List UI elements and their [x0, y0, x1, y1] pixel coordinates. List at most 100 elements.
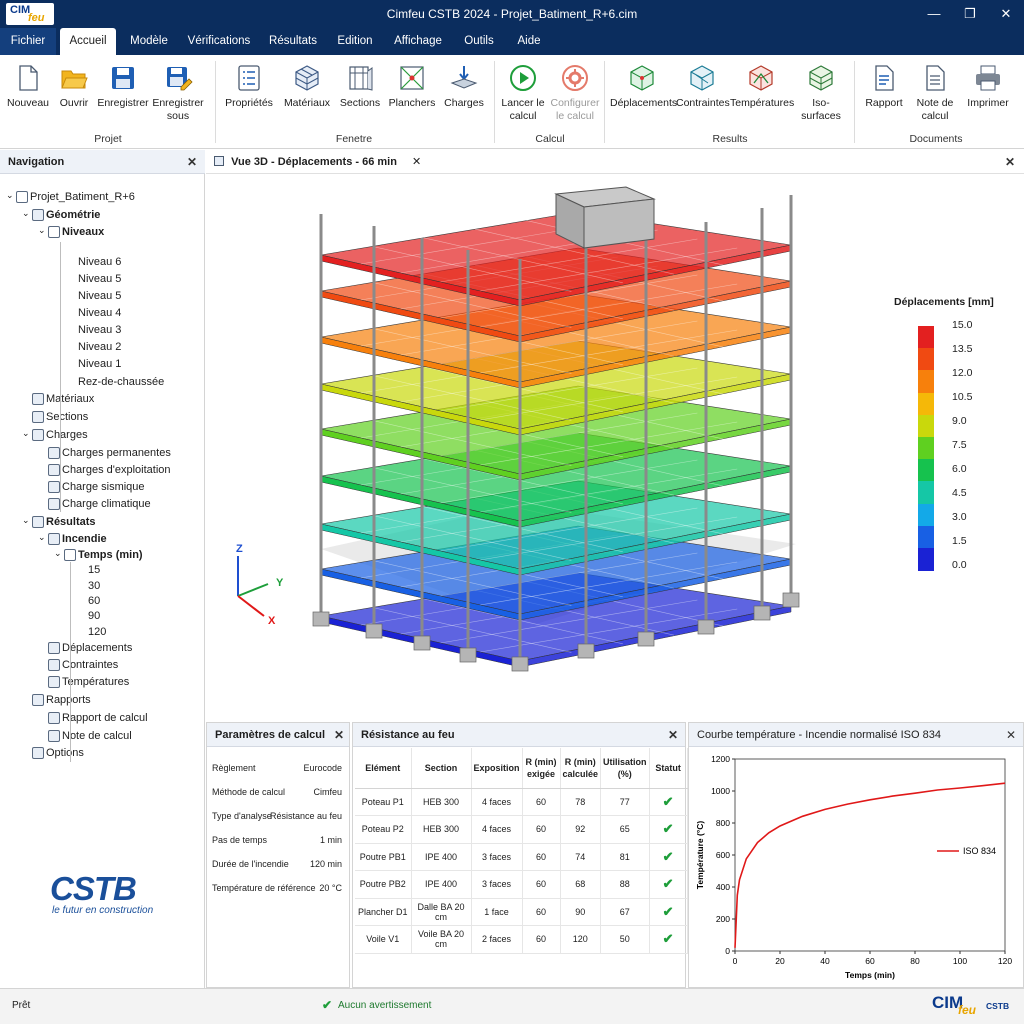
tree-item[interactable]: Déplacements [62, 642, 133, 654]
tree-item[interactable]: Charge sismique [62, 481, 145, 493]
table-header-cell[interactable]: Utilisation (%) [600, 748, 650, 789]
close-window-button[interactable]: ✕ [988, 0, 1024, 28]
table-row[interactable]: Voile V1 Voile BA 20 cm 2 faces 60 120 50 ✔ [355, 925, 688, 954]
temperatures-button[interactable]: Températures [730, 63, 794, 110]
menu-modele[interactable]: Modèle [130, 35, 168, 47]
tree-item[interactable]: Rapport de calcul [62, 712, 148, 724]
tree-node-icon [48, 464, 60, 476]
chevron-down-icon[interactable]: ⌄ [22, 208, 30, 218]
tree-item[interactable]: Niveau 4 [78, 307, 122, 319]
table-header-cell[interactable]: Section [411, 748, 472, 789]
table-row[interactable]: Poutre PB1 IPE 400 3 faces 60 74 81 ✔ [355, 843, 688, 871]
tree-item[interactable]: Incendie [62, 533, 107, 545]
calc-note-button[interactable]: Note de calcul [910, 63, 960, 123]
report-button[interactable]: Rapport [860, 63, 908, 110]
roof-structure [554, 186, 656, 249]
tree-item[interactable]: Temps (min) [78, 549, 143, 561]
stresses-icon [690, 65, 714, 91]
menu-resultats[interactable]: Résultats [269, 35, 317, 47]
tree-item[interactable]: Charges [46, 429, 88, 441]
table-row[interactable]: Poteau P1 HEB 300 4 faces 60 78 77 ✔ [355, 788, 688, 816]
tree-item[interactable]: Rez-de-chaussée [78, 376, 165, 388]
table-header-cell[interactable]: Statut [649, 748, 688, 789]
view-3d-tab-title[interactable]: Vue 3D - Déplacements - 66 min [231, 156, 397, 168]
tree-item[interactable]: Niveau 5 [78, 273, 122, 285]
chevron-down-icon[interactable]: ⌄ [22, 515, 30, 525]
status-logo-feu: feu [958, 1003, 976, 1017]
chevron-down-icon[interactable]: ⌄ [38, 532, 46, 542]
tree-item[interactable]: Options [46, 747, 84, 759]
menu-edition[interactable]: Edition [337, 35, 373, 47]
minimize-button[interactable]: — [916, 0, 952, 28]
properties-button[interactable]: Propriétés [222, 63, 276, 110]
maximize-button[interactable]: ❐ [952, 0, 988, 28]
tree-item[interactable]: Niveau 3 [78, 324, 122, 336]
tree-item[interactable]: Géométrie [46, 209, 101, 221]
close-icon[interactable]: ✕ [333, 728, 345, 742]
new-button[interactable]: Nouveau [4, 63, 52, 110]
print-button[interactable]: Imprimer [964, 63, 1012, 110]
tree-item[interactable]: Note de calcul [62, 730, 132, 742]
tree-item[interactable]: Projet_Batiment_R+6 [30, 191, 135, 203]
close-icon[interactable]: ✕ [1005, 728, 1017, 742]
tree-item[interactable]: 60 [88, 595, 101, 607]
tree-item[interactable]: Niveau 1 [78, 358, 122, 370]
tree-item[interactable]: 120 [88, 626, 107, 638]
legend-tick-label: 1.5 [952, 535, 967, 547]
close-icon[interactable]: ✕ [1004, 155, 1016, 169]
menu-aide[interactable]: Aide [517, 35, 541, 47]
param-value: Résistance au feu [269, 811, 342, 821]
chevron-down-icon[interactable]: ⌄ [38, 225, 46, 235]
menu-accueil[interactable]: Accueil [60, 28, 116, 55]
save-button[interactable]: Enregistrer [96, 63, 150, 110]
close-icon[interactable]: ✕ [667, 728, 679, 742]
table-header-cell[interactable]: Elément [355, 748, 412, 789]
print-button-label: Imprimer [967, 97, 1009, 109]
close-icon[interactable]: ✕ [186, 155, 198, 169]
tree-item[interactable]: Niveau 5 [78, 290, 122, 302]
table-header-cell[interactable]: R (min) calculée [560, 748, 602, 789]
tree-item[interactable]: Niveau 6 [78, 256, 122, 268]
sections-button[interactable]: Sections [336, 63, 384, 110]
tree-item[interactable]: Charges permanentes [62, 447, 171, 459]
table-row[interactable]: Poutre PB2 IPE 400 3 faces 60 68 88 ✔ [355, 870, 688, 899]
table-cell: Poutre PB1 [355, 843, 412, 871]
iso-surfaces-button[interactable]: Iso-surfaces [794, 63, 848, 123]
tree-item[interactable]: 15 [88, 564, 101, 576]
run-calc-button[interactable]: Lancer le calcul [500, 63, 546, 123]
table-header-cell[interactable]: Exposition [471, 748, 523, 789]
save-as-button[interactable]: Enregistrer sous [152, 63, 204, 123]
tree-item[interactable]: 30 [88, 580, 101, 592]
tree-item[interactable]: Matériaux [46, 393, 95, 405]
tree-item[interactable]: Niveau 2 [78, 341, 122, 353]
tree-item[interactable]: Sections [46, 411, 89, 423]
materials-button[interactable]: Matériaux [280, 63, 334, 110]
table-header-cell[interactable]: R (min) exigée [522, 748, 561, 789]
configure-calc-button[interactable]: Configurer le calcul [550, 63, 600, 123]
menu-fichier[interactable]: Fichier [0, 28, 56, 55]
loads-button[interactable]: Charges [440, 63, 488, 110]
open-button[interactable]: Ouvrir [52, 63, 96, 110]
tree-item[interactable]: Températures [62, 676, 130, 688]
tab-close-icon[interactable]: ✕ [412, 156, 422, 168]
floors-button[interactable]: Planchers [388, 63, 436, 110]
tree-item[interactable]: Charge climatique [62, 498, 151, 510]
menu-verifications[interactable]: Vérifications [187, 35, 251, 47]
menu-outils[interactable]: Outils [464, 35, 494, 47]
chevron-down-icon[interactable]: ⌄ [54, 548, 62, 558]
table-row[interactable]: Plancher D1 Dalle BA 20 cm 1 face 60 90 67 ✔ [355, 898, 688, 926]
chevron-down-icon[interactable]: ⌄ [22, 428, 30, 438]
tree-item[interactable]: Rapports [46, 694, 91, 706]
displacements-button[interactable]: Déplacements [610, 63, 677, 110]
table-row[interactable]: Poteau P2 HEB 300 4 faces 60 92 65 ✔ [355, 815, 688, 844]
menu-affichage[interactable]: Affichage [394, 35, 442, 47]
report-button-label: Rapport [865, 97, 903, 109]
stresses-button[interactable]: Contraintes [676, 63, 730, 110]
tree-item[interactable]: 90 [88, 610, 101, 622]
building-3d-model[interactable]: Z Y X [206, 174, 1024, 720]
tree-item[interactable]: Charges d'exploitation [62, 464, 171, 476]
tree-item[interactable]: Niveaux [62, 226, 105, 238]
tree-item[interactable]: Résultats [46, 516, 96, 528]
tree-item[interactable]: Contraintes [62, 659, 119, 671]
chevron-down-icon[interactable]: ⌄ [6, 190, 14, 200]
